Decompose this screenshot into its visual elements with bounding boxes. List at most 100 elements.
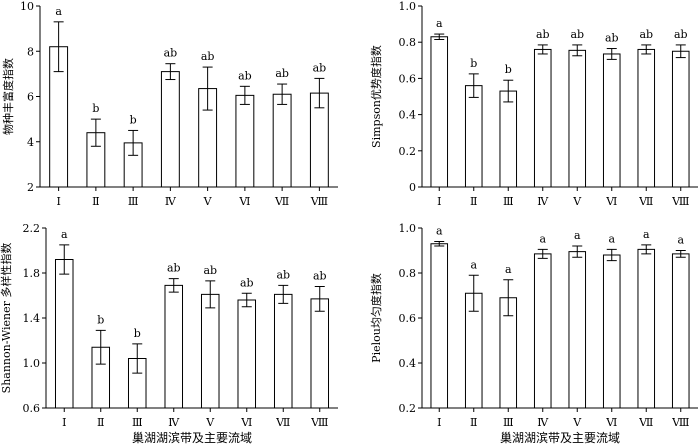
significance-label: b bbox=[92, 102, 99, 115]
significance-label: ab bbox=[238, 69, 252, 82]
bar bbox=[237, 299, 257, 409]
y-tick-label: 0.6 bbox=[399, 72, 417, 85]
bar bbox=[273, 293, 293, 409]
bar bbox=[160, 71, 180, 188]
x-tick-label: Ⅰ bbox=[437, 195, 441, 208]
y-tick-label: 0 bbox=[409, 181, 416, 194]
bar bbox=[430, 36, 449, 188]
significance-label: ab bbox=[203, 264, 217, 277]
x-tick-label: Ⅲ bbox=[503, 416, 514, 429]
bar bbox=[164, 284, 184, 409]
x-tick-label: Ⅷ bbox=[310, 195, 328, 208]
y-tick-label: 1.4 bbox=[23, 312, 41, 325]
y-tick-label: 1.8 bbox=[23, 267, 41, 280]
bar bbox=[499, 90, 518, 188]
significance-label: a bbox=[470, 258, 477, 271]
x-tick-label: Ⅷ bbox=[671, 195, 689, 208]
y-tick-label: 0.4 bbox=[399, 109, 417, 122]
x-tick-label: Ⅲ bbox=[128, 195, 139, 208]
significance-label: a bbox=[608, 232, 615, 245]
bar bbox=[637, 48, 656, 188]
x-tick-label: Ⅴ bbox=[572, 195, 582, 208]
bar bbox=[602, 254, 621, 409]
x-tick-label: Ⅰ bbox=[437, 416, 441, 429]
y-tick-label: 0.8 bbox=[399, 36, 417, 49]
x-tick-label: Ⅳ bbox=[165, 195, 177, 208]
y-tick-label: 0.8 bbox=[399, 267, 417, 280]
y-tick-label: 8 bbox=[27, 45, 34, 58]
y-axis-title: Shannon-Wiener 多样性指数 bbox=[0, 243, 13, 394]
x-tick-label: Ⅳ bbox=[537, 195, 549, 208]
bar bbox=[430, 243, 449, 409]
y-axis-title: Simpson优势度指数 bbox=[369, 45, 383, 148]
y-axis-title: Pielou均匀度指数 bbox=[369, 273, 383, 363]
significance-label: ab bbox=[605, 32, 619, 45]
bar bbox=[671, 253, 690, 409]
x-tick-label: Ⅵ bbox=[605, 416, 617, 429]
y-tick-label: 0.6 bbox=[23, 402, 41, 415]
significance-label: ab bbox=[674, 28, 688, 41]
x-tick-label: Ⅶ bbox=[274, 195, 289, 208]
significance-label: a bbox=[55, 5, 62, 18]
x-tick-label: Ⅵ bbox=[238, 195, 250, 208]
significance-label: b bbox=[470, 57, 477, 70]
significance-label: a bbox=[436, 225, 443, 238]
significance-label: a bbox=[574, 229, 581, 242]
y-tick-label: 1.0 bbox=[399, 222, 417, 235]
y-tick-label: 2.2 bbox=[23, 222, 41, 235]
y-tick-label: 0.6 bbox=[399, 312, 417, 325]
y-tick-label: 6 bbox=[27, 91, 34, 104]
bar bbox=[272, 93, 292, 188]
y-tick-label: 10 bbox=[20, 0, 34, 13]
x-tick-label: Ⅶ bbox=[638, 195, 653, 208]
significance-label: ab bbox=[201, 50, 215, 63]
bar bbox=[464, 85, 483, 188]
x-tick-label: Ⅳ bbox=[168, 416, 180, 429]
bar bbox=[200, 293, 220, 409]
y-tick-label: 1.0 bbox=[399, 0, 417, 13]
bar bbox=[602, 53, 621, 188]
significance-label: a bbox=[436, 17, 443, 30]
x-tick-label: Ⅱ bbox=[92, 195, 99, 208]
significance-label: ab bbox=[275, 67, 289, 80]
x-tick-label: Ⅰ bbox=[62, 416, 66, 429]
y-tick-label: 0.4 bbox=[399, 357, 417, 370]
significance-label: a bbox=[505, 263, 512, 276]
x-tick-label: Ⅲ bbox=[132, 416, 143, 429]
significance-label: ab bbox=[240, 276, 254, 289]
significance-label: ab bbox=[536, 28, 550, 41]
x-tick-label: Ⅶ bbox=[275, 416, 290, 429]
x-axis-title: 巢湖湖滨带及主要流域 bbox=[132, 430, 252, 445]
significance-label: a bbox=[643, 228, 650, 241]
significance-label: b bbox=[130, 113, 137, 126]
significance-label: ab bbox=[276, 268, 290, 281]
y-tick-label: 0.2 bbox=[399, 402, 417, 415]
significance-label: a bbox=[61, 228, 68, 241]
significance-label: a bbox=[677, 234, 684, 247]
significance-label: b bbox=[505, 63, 512, 76]
bar bbox=[568, 251, 587, 409]
bar bbox=[533, 48, 552, 188]
bar bbox=[637, 248, 656, 409]
significance-label: a bbox=[539, 232, 546, 245]
y-tick-label: 0.2 bbox=[399, 145, 417, 158]
x-tick-label: Ⅳ bbox=[537, 416, 549, 429]
y-tick-label: 4 bbox=[27, 136, 34, 149]
x-tick-label: Ⅰ bbox=[56, 195, 60, 208]
x-tick-label: Ⅴ bbox=[203, 195, 213, 208]
x-tick-label: Ⅵ bbox=[240, 416, 252, 429]
x-tick-label: Ⅴ bbox=[572, 416, 582, 429]
bar bbox=[671, 50, 690, 188]
y-axis-title: 物种丰富度指数 bbox=[1, 58, 15, 135]
significance-label: b bbox=[134, 327, 141, 340]
bar bbox=[310, 298, 330, 409]
bar bbox=[54, 259, 74, 409]
x-tick-label: Ⅷ bbox=[671, 416, 689, 429]
x-axis-title: 巢湖湖滨带及主要流域 bbox=[500, 430, 620, 445]
bar bbox=[533, 253, 552, 409]
